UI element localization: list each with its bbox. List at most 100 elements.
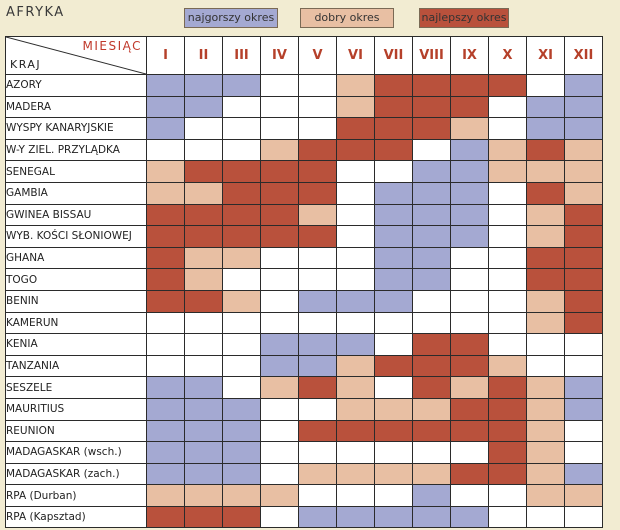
heatmap-cell [450,397,489,421]
heatmap-cell [564,203,603,227]
heatmap-cell [564,462,603,486]
heatmap-cell [146,462,185,486]
heatmap-cell [336,376,375,399]
heatmap-cell [488,138,527,162]
heatmap-cell [526,333,565,356]
table-row: MADAGASKAR (zach.) [5,462,603,486]
heatmap-cell [564,117,603,140]
legend-good-label: dobry okres [314,11,380,24]
table-row: WYSPY KANARYJSKIE [5,117,603,140]
month-header: V [298,36,337,75]
heatmap-cell [260,117,299,140]
heatmap-cell [374,419,413,443]
heatmap-cell [222,181,261,205]
heatmap-cell [450,95,489,119]
heatmap-cell [336,289,375,313]
heatmap-cell [146,138,185,162]
heatmap-cell [260,354,299,378]
heatmap-cell [564,289,603,313]
heatmap-cell [526,311,565,335]
heatmap-cell [298,268,337,291]
country-label: MADAGASKAR (wsch.) [5,441,147,464]
heatmap-cell [146,484,185,507]
heatmap-cell [184,117,223,140]
heatmap-cell [412,311,451,335]
heatmap-cell [146,74,185,97]
table-row: KENIA [5,333,603,356]
heatmap-cell [488,441,527,464]
heatmap-cell [488,419,527,443]
heatmap-cell [450,246,489,270]
heatmap-cell [184,484,223,507]
heatmap-cell [526,484,565,507]
heatmap-cell [488,225,527,248]
country-label: MADERA [5,95,147,119]
heatmap-cell [374,462,413,486]
heatmap-cell [412,268,451,291]
heatmap-cell [374,138,413,162]
heatmap-cell [564,138,603,162]
country-label: GWINEA BISSAU [5,203,147,227]
heatmap-cell [336,74,375,97]
country-label: WYB. KOŚCI SŁONIOWEJ [5,225,147,248]
heatmap-cell [146,95,185,119]
heatmap-cell [260,419,299,443]
heatmap-cell [412,505,451,529]
corner-diagonal [6,37,146,74]
heatmap-cell [260,160,299,183]
heatmap-cell [184,462,223,486]
table-row: TANZANIA [5,354,603,378]
country-label: SESZELE [5,376,147,399]
heatmap-cell [260,138,299,162]
heatmap-cell [222,354,261,378]
month-header: XI [526,36,565,75]
heatmap-cell [526,203,565,227]
heatmap-cell [184,138,223,162]
heatmap-cell [298,505,337,529]
heatmap-cell [450,462,489,486]
heatmap-cell [488,311,527,335]
country-label: MADAGASKAR (zach.) [5,462,147,486]
heatmap-cell [412,138,451,162]
heatmap-cell [564,181,603,205]
heatmap-cell [222,95,261,119]
heatmap-cell [222,268,261,291]
country-label: TOGO [5,268,147,291]
heatmap-cell [260,203,299,227]
heatmap-cell [260,74,299,97]
heatmap-cell [260,397,299,421]
heatmap-cell [222,203,261,227]
legend-best: najlepszy okres [419,8,509,28]
heatmap-cell [374,95,413,119]
grid-body: AZORY MADERA WYSPY KANARYJSKIE W-Y ZIEL. PR… [5,74,603,529]
heatmap-cell [526,246,565,270]
heatmap-cell [184,203,223,227]
heatmap-cell [336,138,375,162]
heatmap-cell [374,289,413,313]
heatmap-cell [260,268,299,291]
heatmap-cell [564,419,603,443]
heatmap-cell [146,268,185,291]
heatmap-cell [412,203,451,227]
heatmap-cell [260,462,299,486]
heatmap-cell [222,441,261,464]
heatmap-cell [412,419,451,443]
heatmap-cell [450,289,489,313]
heatmap-cell [488,246,527,270]
heatmap-cell [298,462,337,486]
heatmap-cell [336,333,375,356]
heatmap-cell [298,333,337,356]
corner-header: MIESIĄC KRAJ [5,36,147,75]
month-header: VII [374,36,413,75]
table-row: GAMBIA [5,181,603,205]
heatmap-cell [564,441,603,464]
heatmap-cell [146,354,185,378]
month-header: I [146,36,185,75]
month-header: X [488,36,527,75]
heatmap-cell [336,181,375,205]
heatmap-cell [146,246,185,270]
heatmap-cell [222,311,261,335]
heatmap-cell [184,441,223,464]
heatmap-cell [260,246,299,270]
heatmap-cell [450,376,489,399]
